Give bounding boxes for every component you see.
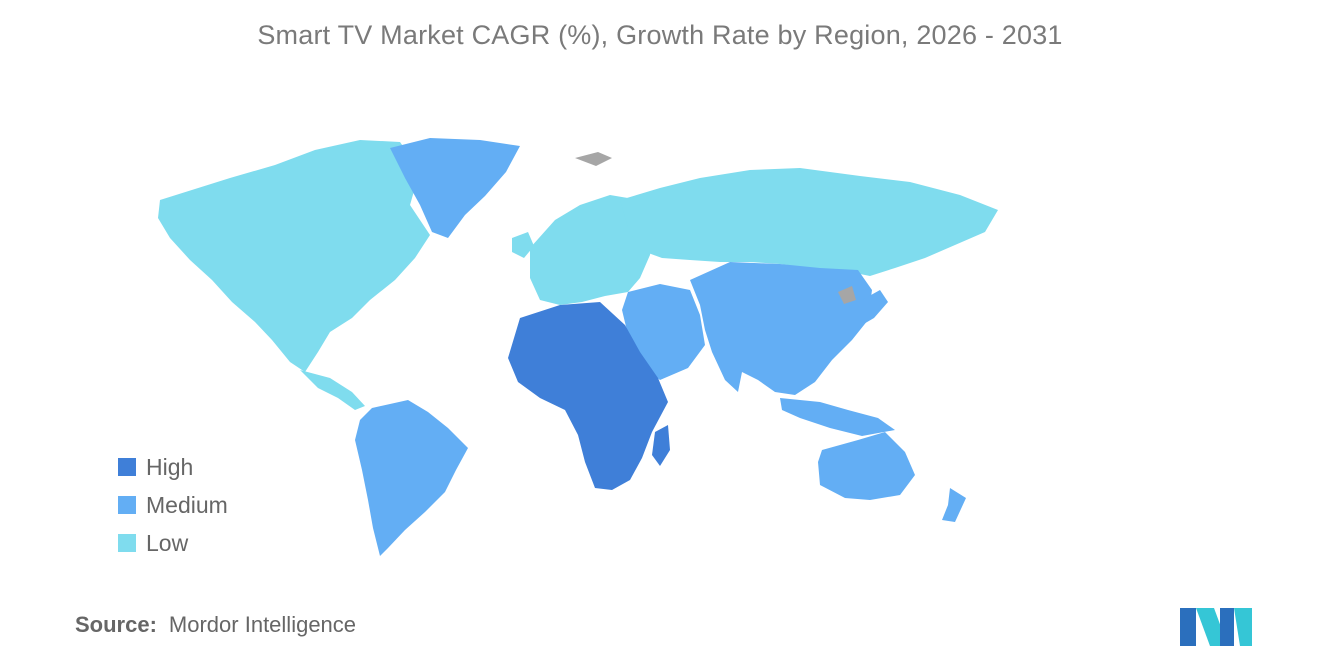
legend-label-medium: Medium (146, 491, 228, 518)
region-southeast-asia-islands (780, 398, 895, 436)
region-madagascar (652, 425, 670, 466)
source-line: Source: Mordor Intelligence (75, 612, 356, 638)
legend-swatch-medium (118, 496, 136, 514)
region-new-zealand (942, 488, 966, 522)
region-north-korea (838, 286, 856, 304)
region-uk-iceland (512, 232, 534, 258)
legend-item-low: Low (118, 524, 228, 562)
legend-swatch-high (118, 458, 136, 476)
legend-label-high: High (146, 453, 194, 480)
region-svalbard (575, 152, 612, 166)
source-label: Source: (75, 612, 157, 637)
legend-item-high: High (118, 448, 228, 486)
region-africa (508, 302, 668, 490)
legend-label-low: Low (146, 529, 189, 556)
region-australia (818, 432, 915, 500)
region-south-america (355, 400, 468, 556)
legend-swatch-low (118, 534, 136, 552)
region-north-america (158, 140, 430, 372)
chart-title: Smart TV Market CAGR (%), Growth Rate by… (257, 20, 1063, 50)
legend-item-medium: Medium (118, 486, 228, 524)
region-japan (862, 290, 888, 325)
legend: High Medium Low (118, 448, 228, 562)
source-value: Mordor Intelligence (168, 612, 357, 637)
region-europe (530, 195, 655, 305)
mordor-intelligence-logo-icon (1180, 608, 1252, 646)
region-greenland (390, 138, 520, 238)
region-central-america (300, 370, 365, 410)
region-asia (690, 262, 872, 395)
region-russia (620, 168, 998, 276)
